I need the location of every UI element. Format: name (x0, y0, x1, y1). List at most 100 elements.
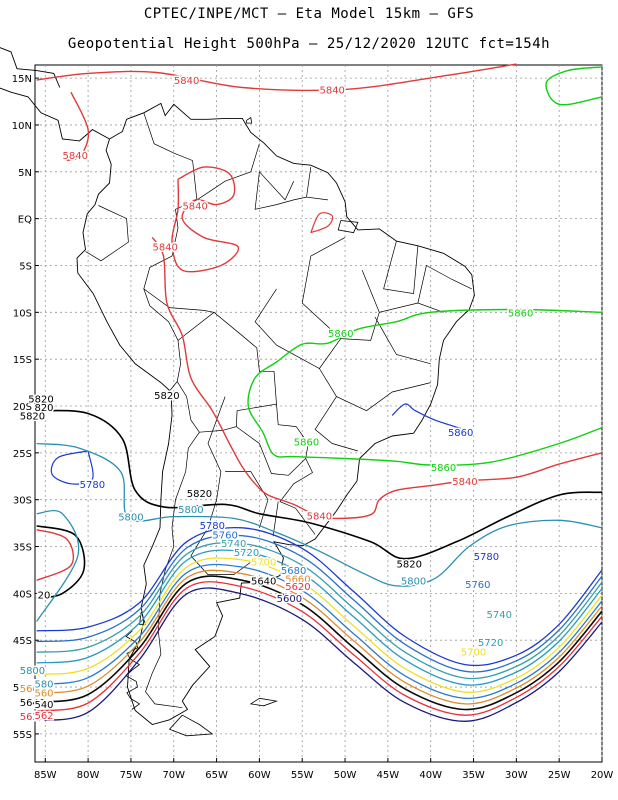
contour-label-edge: 580 (34, 679, 53, 690)
contour-label: 5720 (234, 548, 259, 559)
map-frame (34, 64, 603, 763)
contour-label: 5820 (187, 489, 212, 500)
height-contours (36, 63, 603, 722)
island-coastline (168, 714, 214, 737)
contour-5780 (36, 526, 603, 667)
country-border (190, 396, 260, 575)
central-america-coastline (0, 87, 110, 142)
contour-label: 5840 (182, 202, 207, 213)
country-border (143, 112, 198, 257)
contour-5840-main (151, 236, 603, 520)
lat-tick-label: 55S (13, 730, 32, 741)
contour-label: 5700 (461, 647, 486, 658)
contour-label: 5620 (20, 712, 45, 723)
contour-label: 5780 (474, 552, 499, 563)
lat-tick-label: 45S (13, 636, 32, 647)
country-border (314, 396, 358, 452)
island-coastline (249, 697, 279, 707)
country-border (254, 288, 342, 369)
contour-label: 5640 (20, 698, 45, 709)
lon-tick-label: 40W (419, 770, 442, 781)
contour-label: 5700 (251, 558, 276, 569)
contour-label: 5860 (448, 428, 473, 439)
axis-ticks: 15N10N5NEQ5S10S15S20S25S30S35S40S45S50S5… (12, 74, 614, 781)
contour-label: 5840 (452, 477, 477, 488)
contour-label: 5840 (307, 512, 332, 523)
contour-label: 5740 (221, 539, 246, 550)
coastlines-and-borders (0, 47, 475, 737)
contour-label: 5600 (277, 594, 302, 605)
contour-label: 5720 (478, 638, 503, 649)
lat-tick-label: 30S (13, 496, 32, 507)
contour-5680 (36, 563, 603, 699)
contour-5700 (36, 557, 603, 693)
contour-label: 5640 (251, 576, 276, 587)
lat-tick-label: 15S (13, 355, 32, 366)
lon-tick-label: 75W (120, 770, 143, 781)
map-title-line2: Geopotential Height 500hPa – 25/12/2020 … (67, 36, 551, 52)
country-border (225, 471, 269, 528)
lat-tick-label: 50S (13, 683, 32, 694)
contour-5600 (36, 587, 603, 722)
lat-tick-label: 5N (18, 168, 32, 179)
contour-5800-west (36, 509, 80, 622)
contour-5760 (36, 534, 603, 673)
country-border (254, 171, 307, 210)
contour-5840-amazon (171, 166, 240, 273)
caribbean-coastline (0, 47, 61, 88)
lat-tick-label: EQ (18, 215, 32, 226)
south-america-coastline (76, 102, 475, 725)
contour-label: 5660 (20, 684, 45, 695)
contour-label: 5840 (63, 151, 88, 162)
contour-label: 5860 (328, 329, 353, 340)
country-border (272, 501, 279, 537)
contour-label: 5800 (178, 505, 203, 516)
contour-5840-nw (66, 91, 90, 162)
lat-tick-label: 25S (13, 449, 32, 460)
contour-5820 (36, 409, 603, 560)
contour-5640 (36, 575, 603, 711)
contour-label: 5820 (28, 395, 53, 406)
contour-label: 5820 (154, 391, 179, 402)
lat-tick-label: 40S (13, 589, 32, 600)
contour-label: 5800 (20, 666, 45, 677)
map-title-line1: CPTEC/INPE/MCT – Eta Model 15km – GFS (143, 6, 475, 22)
country-border (319, 368, 431, 412)
contour-5840-west (36, 529, 75, 581)
contour-5720 (36, 549, 603, 686)
contour-label: 5780 (200, 521, 225, 532)
contour-5860-ne (545, 66, 603, 106)
chilean-archipelago (125, 630, 141, 710)
contour-label: 5860 (294, 438, 319, 449)
lon-tick-label: 60W (248, 770, 271, 781)
contour-label: 5800 (401, 576, 426, 587)
contour-5780-low (50, 450, 94, 485)
contour-label-edge: 560 (34, 689, 53, 700)
contour-label: 5740 (486, 610, 511, 621)
contour-label: 5840 (174, 76, 199, 87)
contour-5840-guiana (310, 212, 334, 234)
lat-tick-label: 10N (12, 121, 32, 132)
lon-tick-label: 35W (462, 770, 485, 781)
country-border (374, 316, 431, 365)
contour-5660 (36, 569, 603, 705)
lat-tick-label: 5S (19, 261, 32, 272)
contour-5740 (36, 542, 603, 680)
contour-label: 5780 (80, 480, 105, 491)
lat-tick-label: 10S (13, 308, 32, 319)
lon-tick-label: 30W (505, 770, 528, 781)
lat-tick-label: 35S (13, 543, 32, 554)
contour-labels: 5840 5840 5840 5840 5840 5860 5860 5820 5820 5860… (18, 74, 535, 724)
country-border (177, 311, 277, 433)
contour-label: 5760 (212, 530, 237, 541)
lat-tick-label: 15N (12, 74, 32, 85)
contour-label: 5820 (20, 411, 45, 422)
lon-tick-label: 70W (162, 770, 185, 781)
contour-label-edge: 20 (38, 590, 51, 601)
country-border (259, 171, 295, 201)
lat-tick-label: 20S (13, 402, 32, 413)
country-border (143, 255, 181, 391)
contour-label-edge: 540 (34, 700, 53, 711)
contour-label-edge: 820 (34, 403, 53, 414)
